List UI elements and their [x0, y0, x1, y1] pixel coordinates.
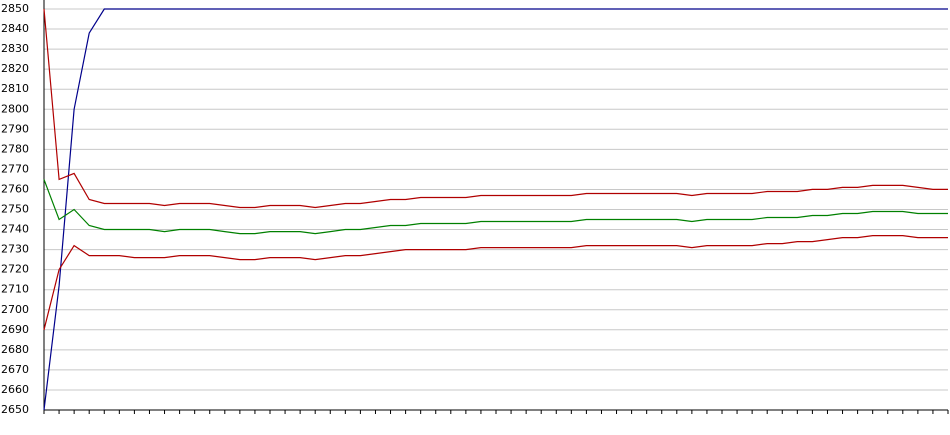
y-tick-label: 2790 [1, 122, 29, 135]
series-line [43, 8, 948, 209]
y-tick-label: 2810 [1, 82, 29, 95]
y-tick-label: 2830 [1, 42, 29, 55]
y-tick-label: 2780 [1, 142, 29, 155]
y-tick-label: 2730 [1, 243, 29, 256]
y-tick-label: 2690 [1, 323, 29, 336]
y-tick-label: 2840 [1, 22, 29, 35]
y-tick-label: 2760 [1, 182, 29, 195]
series-line [43, 8, 948, 411]
y-tick-label: 2800 [1, 102, 29, 115]
y-tick-label: 2680 [1, 343, 29, 356]
y-tick-label: 2820 [1, 62, 29, 75]
y-tick-label: 2770 [1, 162, 29, 175]
y-tick-label: 2670 [1, 363, 29, 376]
y-tick-label: 2660 [1, 383, 29, 396]
y-tick-label: 2720 [1, 263, 29, 276]
y-tick-label: 2710 [1, 283, 29, 296]
y-tick-label: 2700 [1, 303, 29, 316]
y-tick-label: 2740 [1, 223, 29, 236]
y-tick-label: 2750 [1, 203, 29, 216]
series-line [43, 235, 948, 330]
y-tick-label: 2850 [1, 2, 29, 15]
series-line [43, 179, 948, 235]
y-tick-label: 2650 [1, 403, 29, 416]
